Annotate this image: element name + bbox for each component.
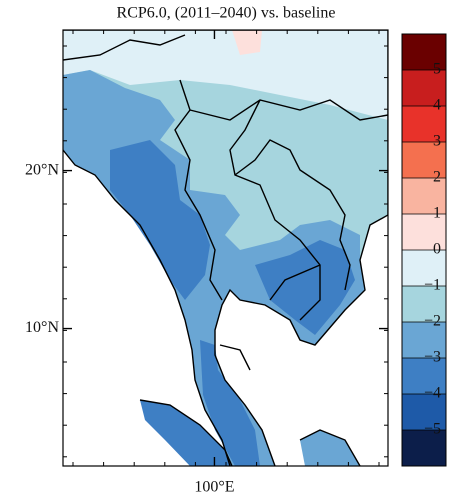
colorbar-tick-label: 2 [433, 169, 441, 186]
lat-tick-label: 20°N [25, 161, 59, 178]
colorbar-tick-label: 3 [433, 133, 441, 150]
anomaly-region [232, 30, 262, 55]
colorbar-swatch [402, 142, 446, 178]
colorbar-swatch [402, 106, 446, 142]
colorbar-swatch [402, 358, 446, 394]
borders [63, 30, 388, 466]
colorbar-tick-label: −1 [424, 277, 441, 294]
colorbar-swatch [402, 34, 446, 70]
anomaly-region [63, 30, 388, 120]
colorbar-swatch [402, 286, 446, 322]
colorbar-tick-label: −3 [424, 349, 441, 366]
colorbar-swatch [402, 394, 446, 430]
anomaly-region [255, 240, 355, 335]
anomaly-region [300, 430, 360, 466]
anomaly-region [110, 140, 210, 300]
lon-tick-label: 100°E [194, 479, 234, 496]
colorbar-swatch [402, 70, 446, 106]
anomaly-region [140, 400, 232, 466]
colorbar-swatch [402, 214, 446, 250]
colorbar-tick-label: 1 [433, 205, 441, 222]
lat-tick-label: 10°N [25, 319, 59, 336]
colorbar-tick-label: −4 [424, 385, 441, 402]
colorbar-swatch [402, 430, 446, 466]
colorbar-tick-label: 0 [433, 241, 441, 258]
map-area [63, 30, 388, 466]
colorbar-tick-label: 4 [433, 97, 441, 114]
map-title: RCP6.0, (2011–2040) vs. baseline [117, 5, 336, 22]
colorbar-swatch [402, 250, 446, 286]
anomaly-region [200, 340, 260, 466]
colorbar-tick-label: 5 [433, 61, 441, 78]
colorbar-swatch [402, 178, 446, 214]
colorbar-swatch [402, 322, 446, 358]
colorbar-tick-label: −2 [424, 313, 441, 330]
colorbar-tick-label: −5 [424, 421, 441, 438]
